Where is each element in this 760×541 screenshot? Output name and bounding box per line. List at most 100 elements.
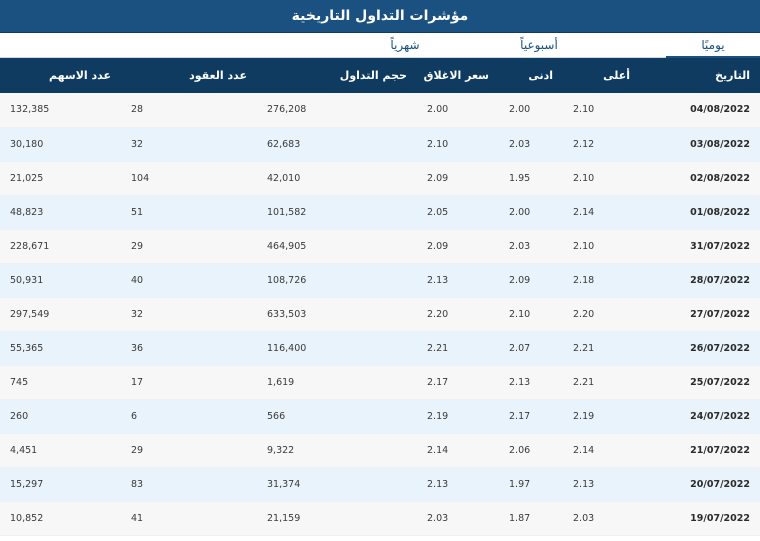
cell-low: 2.00 <box>499 93 563 128</box>
cell-close: 2.21 <box>417 331 499 366</box>
cell-date: 02/08/2022 <box>640 161 760 196</box>
cell-low: 2.06 <box>499 433 563 468</box>
cell-shares: 48,823 <box>0 195 121 230</box>
cell-low: 1.87 <box>499 501 563 536</box>
tab-daily[interactable]: يوميًا <box>666 33 760 58</box>
cell-close: 2.09 <box>417 161 499 196</box>
header-high[interactable]: أعلى <box>603 69 630 82</box>
cell-contracts: 83 <box>121 467 257 502</box>
cell-volume: 62,683 <box>257 127 417 162</box>
cell-high: 2.14 <box>563 195 640 230</box>
cell-contracts: 32 <box>121 297 257 332</box>
cell-date: 20/07/2022 <box>640 467 760 502</box>
cell-volume: 21,159 <box>257 501 417 536</box>
table-row: 28/07/2022 2.18 2.09 2.13 108,726 40 50,931 <box>0 263 760 298</box>
table-row: 26/07/2022 2.21 2.07 2.21 116,400 36 55,365 <box>0 331 760 366</box>
tab-monthly[interactable]: شهرياً <box>390 38 420 52</box>
cell-shares: 50,931 <box>0 263 121 298</box>
header-close[interactable]: سعر الاغلاق <box>423 69 489 82</box>
cell-low: 2.03 <box>499 127 563 162</box>
cell-contracts: 17 <box>121 365 257 400</box>
cell-high: 2.13 <box>563 467 640 502</box>
cell-shares: 10,852 <box>0 501 121 536</box>
cell-low: 2.07 <box>499 331 563 366</box>
cell-high: 2.12 <box>563 127 640 162</box>
table-row: 03/08/2022 2.12 2.03 2.10 62,683 32 30,180 <box>0 127 760 162</box>
cell-high: 2.03 <box>563 501 640 536</box>
cell-contracts: 104 <box>121 161 257 196</box>
cell-contracts: 41 <box>121 501 257 536</box>
header-low[interactable]: ادنى <box>528 69 553 82</box>
cell-shares: 15,297 <box>0 467 121 502</box>
cell-high: 2.20 <box>563 297 640 332</box>
table-row: 20/07/2022 2.13 1.97 2.13 31,374 83 15,297 <box>0 467 760 502</box>
table-row: 25/07/2022 2.21 2.13 2.17 1,619 17 745 <box>0 365 760 400</box>
cell-date: 04/08/2022 <box>640 93 760 128</box>
cell-close: 2.10 <box>417 127 499 162</box>
cell-volume: 9,322 <box>257 433 417 468</box>
tabs-spacer <box>0 33 358 57</box>
cell-close: 2.05 <box>417 195 499 230</box>
table-row: 04/08/2022 2.10 2.00 2.00 276,208 28 132,385 <box>0 93 760 128</box>
cell-date: 28/07/2022 <box>640 263 760 298</box>
cell-contracts: 32 <box>121 127 257 162</box>
cell-close: 2.03 <box>417 501 499 536</box>
cell-volume: 464,905 <box>257 229 417 264</box>
header-shares[interactable]: عدد الاسهم <box>48 69 111 82</box>
cell-close: 2.13 <box>417 467 499 502</box>
cell-volume: 566 <box>257 399 417 434</box>
cell-volume: 108,726 <box>257 263 417 298</box>
cell-close: 2.14 <box>417 433 499 468</box>
cell-shares: 260 <box>0 399 121 434</box>
cell-volume: 633,503 <box>257 297 417 332</box>
table-row: 21/07/2022 2.14 2.06 2.14 9,322 29 4,451 <box>0 433 760 468</box>
cell-high: 2.19 <box>563 399 640 434</box>
cell-low: 2.13 <box>499 365 563 400</box>
header-contracts[interactable]: عدد العقود <box>189 69 247 82</box>
cell-shares: 228,671 <box>0 229 121 264</box>
cell-contracts: 36 <box>121 331 257 366</box>
cell-volume: 42,010 <box>257 161 417 196</box>
cell-date: 21/07/2022 <box>640 433 760 468</box>
cell-close: 2.17 <box>417 365 499 400</box>
cell-low: 2.10 <box>499 297 563 332</box>
cell-high: 2.21 <box>563 365 640 400</box>
cell-low: 1.95 <box>499 161 563 196</box>
cell-low: 2.09 <box>499 263 563 298</box>
cell-close: 2.19 <box>417 399 499 434</box>
cell-low: 1.97 <box>499 467 563 502</box>
table-row: 02/08/2022 2.10 1.95 2.09 42,010 104 21,025 <box>0 161 760 196</box>
cell-low: 2.00 <box>499 195 563 230</box>
cell-shares: 21,025 <box>0 161 121 196</box>
cell-high: 2.10 <box>563 93 640 128</box>
cell-volume: 101,582 <box>257 195 417 230</box>
table-row: 19/07/2022 2.03 1.87 2.03 21,159 41 10,852 <box>0 501 760 536</box>
header-date[interactable]: التاريخ <box>715 69 750 82</box>
period-tabs: يوميًا أسبوعياً شهرياً <box>0 33 760 58</box>
cell-shares: 297,549 <box>0 297 121 332</box>
cell-shares: 55,365 <box>0 331 121 366</box>
cell-date: 03/08/2022 <box>640 127 760 162</box>
table-row: 01/08/2022 2.14 2.00 2.05 101,582 51 48,823 <box>0 195 760 230</box>
table-row: 31/07/2022 2.10 2.03 2.09 464,905 29 228,671 <box>0 229 760 264</box>
header-volume[interactable]: حجم التداول <box>339 69 407 82</box>
tab-weekly[interactable]: أسبوعياً <box>520 38 558 52</box>
cell-date: 24/07/2022 <box>640 399 760 434</box>
cell-volume: 31,374 <box>257 467 417 502</box>
cell-contracts: 40 <box>121 263 257 298</box>
cell-close: 2.09 <box>417 229 499 264</box>
cell-low: 2.17 <box>499 399 563 434</box>
cell-contracts: 6 <box>121 399 257 434</box>
cell-date: 27/07/2022 <box>640 297 760 332</box>
cell-shares: 745 <box>0 365 121 400</box>
cell-date: 31/07/2022 <box>640 229 760 264</box>
table-row: 24/07/2022 2.19 2.17 2.19 566 6 260 <box>0 399 760 434</box>
cell-high: 2.21 <box>563 331 640 366</box>
cell-volume: 1,619 <box>257 365 417 400</box>
trading-table: التاريخ أعلى ادنى سعر الاغلاق حجم التداو… <box>0 58 760 536</box>
cell-low: 2.03 <box>499 229 563 264</box>
cell-high: 2.14 <box>563 433 640 468</box>
cell-date: 26/07/2022 <box>640 331 760 366</box>
cell-shares: 132,385 <box>0 93 121 128</box>
